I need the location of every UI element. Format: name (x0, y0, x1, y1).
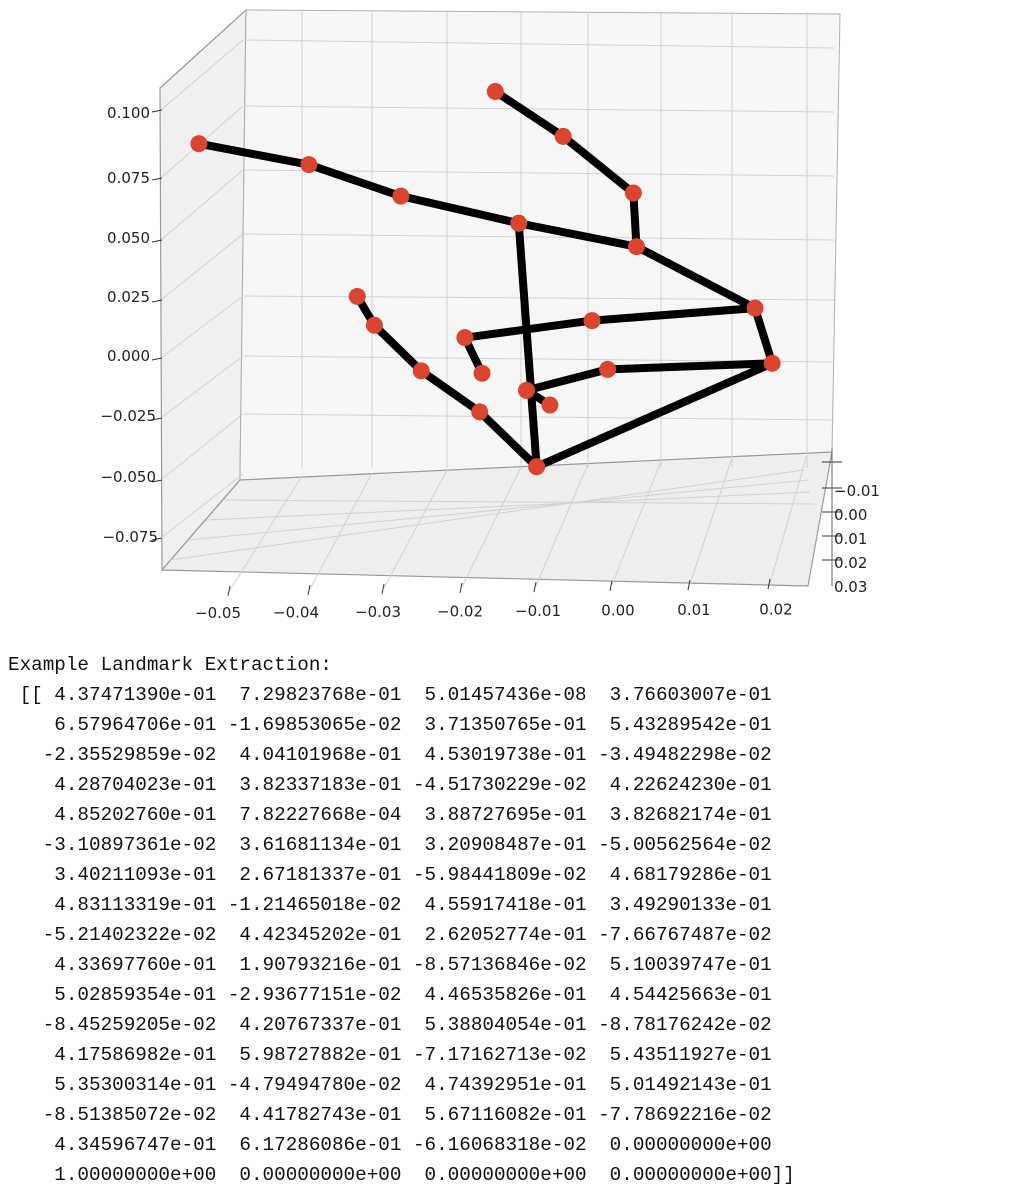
console-row: 4.83113319e-01 -1.21465018e-02 4.5591741… (8, 894, 772, 916)
z-tick-label: −0.050 (100, 468, 156, 486)
skeleton-bone (417, 366, 484, 416)
landmark-point (190, 135, 208, 153)
skeleton-bone (629, 188, 641, 251)
console-row: 4.33697760e-01 1.90793216e-01 -8.5713684… (8, 954, 772, 976)
skeleton-bone (522, 365, 612, 395)
z-tick-label: 0.050 (107, 229, 150, 247)
y-tick-label: −0.01 (834, 482, 880, 500)
landmark-point (412, 362, 430, 380)
skeleton-bone (514, 219, 641, 251)
x-tick-label: −0.03 (355, 603, 401, 621)
x-tick-label: −0.01 (515, 602, 561, 620)
landmark-point (624, 184, 642, 202)
x-tick-label: −0.05 (195, 604, 241, 622)
skeleton-bone (475, 407, 541, 471)
skeleton-bone (460, 316, 597, 342)
console-row: 5.35300314e-01 -4.79494780e-02 4.7439295… (8, 1074, 772, 1096)
console-row: 4.85202760e-01 7.82227668e-04 3.88727695… (8, 804, 772, 826)
skeleton-bone (304, 160, 405, 201)
landmark-point (300, 156, 318, 174)
console-rows: [[ 4.37471390e-01 7.29823768e-01 5.01457… (8, 680, 1008, 1190)
skeleton-bone (559, 132, 638, 197)
skeleton-bone (194, 139, 313, 169)
landmark-point (627, 238, 645, 256)
z-tick-label: 0.025 (107, 288, 150, 306)
landmark-point (763, 354, 781, 372)
console-row: -3.10897361e-02 3.61681134e-01 3.2090848… (8, 834, 772, 856)
landmark-points (190, 82, 781, 476)
back-pane (239, 9, 841, 481)
skeleton-connections (194, 87, 777, 471)
landmark-point (599, 360, 617, 378)
landmark-point (518, 381, 535, 399)
console-row: 1.00000000e+00 0.00000000e+00 0.00000000… (8, 1164, 795, 1186)
landmark-point (365, 316, 383, 334)
axis-ticks (151, 109, 842, 597)
y-tick-label: 0.01 (834, 530, 867, 548)
axis-tick-labels: 0.100 0.075 0.050 0.025 0.000 −0.025 −0.050 −0.… (100, 104, 879, 622)
z-tick-label: 0.000 (107, 347, 150, 365)
skeleton-bone (751, 304, 777, 368)
skeleton-bone (603, 359, 777, 374)
console-row: -8.51385072e-02 4.41782743e-01 5.6711608… (8, 1104, 772, 1126)
x-tick-label: 0.01 (677, 601, 710, 619)
y-tick-label: 0.00 (834, 506, 867, 524)
grid-lines (160, 12, 835, 591)
console-row: -5.21402322e-02 4.42345202e-01 2.6205277… (8, 924, 772, 946)
console-heading: Example Landmark Extraction: (8, 654, 332, 676)
console-row: 5.02859354e-01 -2.93677151e-02 4.4653582… (8, 984, 772, 1006)
landmark-point (541, 396, 559, 414)
y-tick-label: 0.03 (834, 578, 867, 596)
console-row: 3.40211093e-01 2.67181337e-01 -5.9844180… (8, 864, 772, 886)
skeleton-bone (532, 359, 777, 471)
z-tick-label: 0.075 (107, 169, 150, 187)
skeleton-bone (370, 321, 426, 375)
landmark-point (471, 403, 489, 421)
z-tick-label: −0.075 (102, 528, 158, 546)
console-row: [[ 4.37471390e-01 7.29823768e-01 5.01457… (8, 684, 772, 706)
y-tick-label: 0.02 (834, 554, 867, 572)
z-tick-label: −0.025 (100, 407, 156, 425)
console-row: -8.45259205e-02 4.20767337e-01 5.3880405… (8, 1014, 772, 1036)
skeleton-bone (396, 192, 523, 228)
hand-landmark-3d-plot: 0.100 0.075 0.050 0.025 0.000 −0.025 −0.050 −0.… (100, 8, 880, 622)
x-tick-label: 0.00 (601, 602, 634, 620)
skeleton-bone (491, 87, 568, 141)
z-tick-label: 0.100 (107, 104, 150, 122)
x-tick-label: −0.04 (273, 604, 319, 622)
landmark-point (528, 458, 546, 476)
landmark-point (746, 299, 764, 317)
x-tick-label: 0.02 (759, 601, 792, 619)
skeleton-bone (514, 219, 541, 471)
skeleton-bone (588, 304, 760, 325)
landmark-point (348, 287, 366, 305)
console-row: 4.28704023e-01 3.82337183e-01 -4.5173022… (8, 774, 772, 796)
landmark-point (486, 82, 504, 100)
landmark-point (510, 214, 528, 232)
landmark-console-output: Example Landmark Extraction: [[ 4.374713… (8, 650, 1008, 1190)
landmark-point (554, 127, 572, 145)
landmark-point (456, 329, 474, 347)
landmark-point (392, 187, 410, 205)
console-row: 4.17586982e-01 5.98727882e-01 -7.1716271… (8, 1044, 772, 1066)
landmark-point (473, 364, 491, 382)
console-row: -2.35529859e-02 4.04101968e-01 4.5301973… (8, 744, 772, 766)
x-tick-label: −0.02 (437, 603, 483, 621)
console-row: 6.57964706e-01 -1.69853065e-02 3.7135076… (8, 714, 772, 736)
skeleton-bone (632, 242, 760, 313)
console-row: 4.34596747e-01 6.17286086e-01 -6.1606831… (8, 1134, 772, 1156)
landmark-point (583, 312, 601, 330)
